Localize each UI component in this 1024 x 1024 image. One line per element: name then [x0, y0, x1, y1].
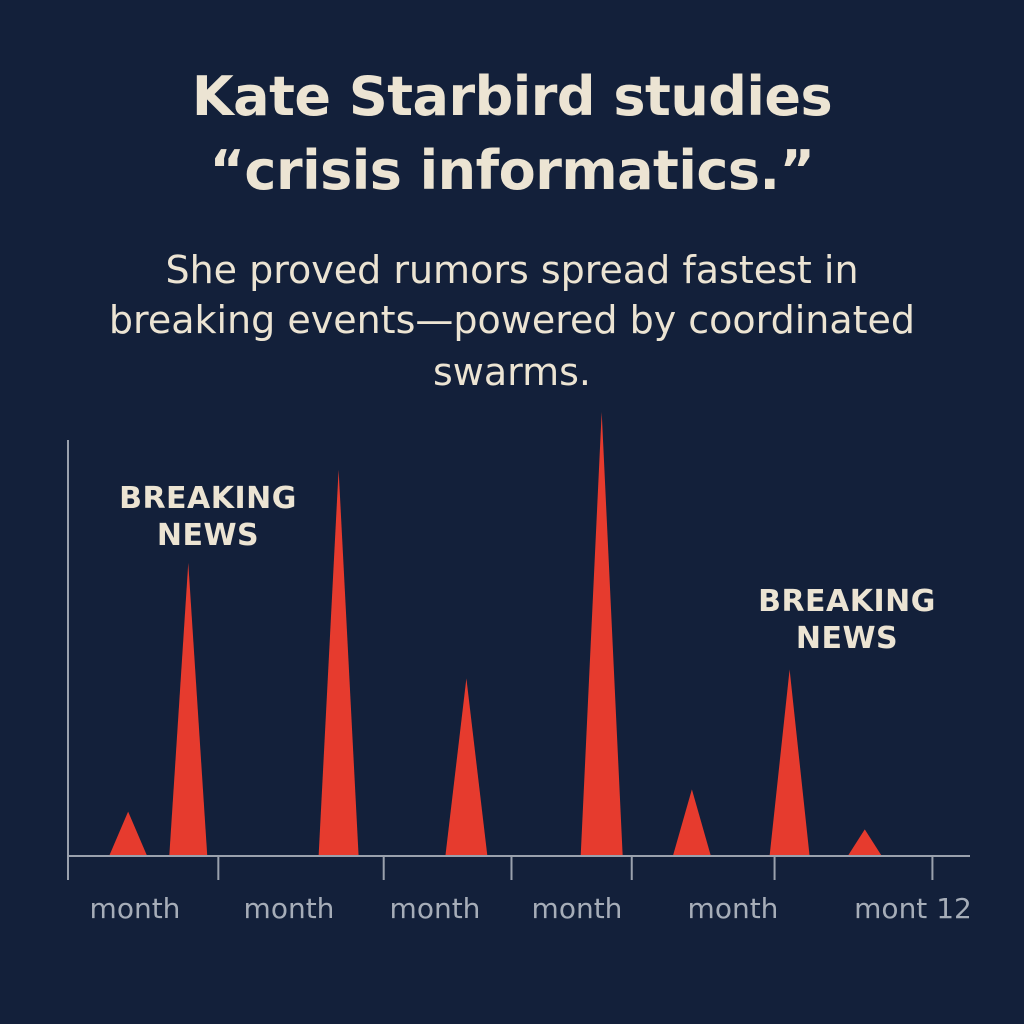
annotation-line-2: NEWS	[157, 518, 259, 553]
spike-2	[169, 562, 208, 856]
x-tick-label-6: mont 12	[854, 892, 972, 925]
spike-6	[672, 789, 711, 856]
x-tick-label-2: month	[244, 892, 335, 925]
x-tick-label-3: month	[390, 892, 481, 925]
spike-8	[847, 829, 882, 856]
spike-1	[109, 811, 148, 856]
subtitle-line-3: swarms.	[432, 350, 591, 394]
x-tick-label-4: month	[532, 892, 623, 925]
spikes	[109, 412, 882, 856]
annotation-line-1: BREAKING	[119, 481, 297, 516]
title-line-1: Kate Starbird studies	[191, 65, 833, 128]
x-ticks: month month month month month mont 12	[90, 856, 972, 925]
title-line-2: “crisis informatics.”	[209, 139, 815, 202]
subtitle-line-1: She proved rumors spread fastest in	[165, 248, 859, 292]
annotation-line-1: BREAKING	[758, 584, 936, 619]
x-tick-label-5: month	[688, 892, 779, 925]
subtitle-line-2: breaking events—powered by coordinated	[108, 298, 916, 342]
spike-4	[445, 678, 488, 856]
spike-3	[318, 469, 359, 856]
spike-5	[580, 412, 623, 856]
annotation-line-2: NEWS	[796, 621, 898, 656]
x-tick-label-1: month	[90, 892, 181, 925]
spike-7	[769, 669, 810, 856]
